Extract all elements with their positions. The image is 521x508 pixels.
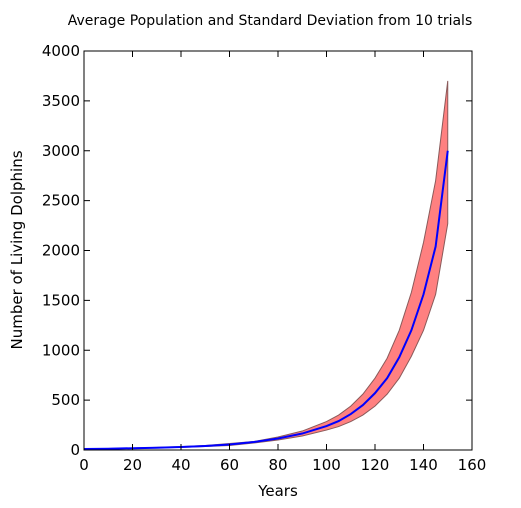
plot-area — [84, 51, 472, 450]
x-tick-label: 40 — [171, 456, 190, 474]
x-tick-label: 80 — [268, 456, 287, 474]
y-axis-label: Number of Living Dolphins — [8, 150, 26, 349]
mean-line-group — [83, 150, 449, 451]
y-tick-label: 0 — [70, 441, 80, 459]
x-tick-label: 160 — [458, 456, 487, 474]
x-tick-label: 20 — [123, 456, 142, 474]
y-tick-label: 500 — [51, 391, 80, 409]
x-tick-label: 140 — [409, 456, 438, 474]
x-axis-label: Years — [257, 482, 298, 500]
y-axis: 0 500 1000 1500 2000 2500 3000 3500 4000 — [42, 42, 472, 459]
y-tick-label: 3500 — [42, 92, 80, 110]
x-axis: 0 20 40 60 80 100 120 140 160 — [79, 51, 486, 474]
y-tick-label: 1000 — [42, 341, 80, 359]
x-tick-label: 120 — [361, 456, 390, 474]
y-tick-label: 1500 — [42, 291, 80, 309]
x-tick-label: 100 — [312, 456, 341, 474]
x-tick-label: 0 — [79, 456, 89, 474]
mean-line — [83, 150, 449, 451]
y-tick-label: 4000 — [42, 42, 80, 60]
y-tick-label: 2000 — [42, 242, 80, 260]
chart-title: Average Population and Standard Deviatio… — [68, 13, 472, 29]
x-tick-label: 60 — [220, 456, 239, 474]
y-tick-label: 2500 — [42, 192, 80, 210]
y-tick-label: 3000 — [42, 142, 80, 160]
